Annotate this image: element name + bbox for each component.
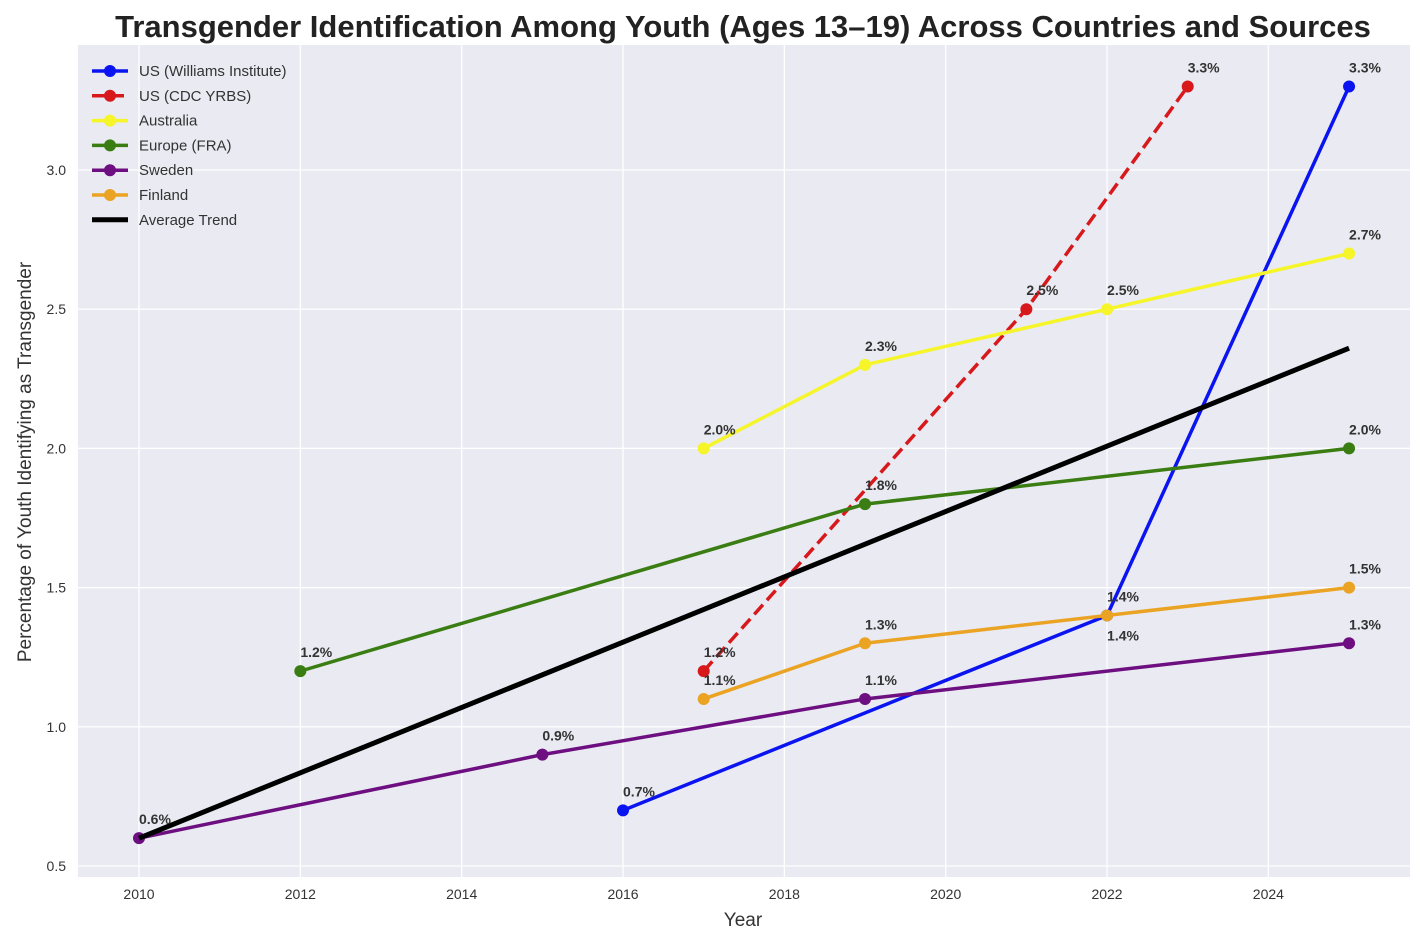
legend-label: Sweden: [139, 162, 193, 179]
data-point: [536, 748, 549, 761]
data-label: 1.8%: [865, 477, 897, 493]
data-label: 1.4%: [1107, 588, 1139, 604]
data-point: [1343, 247, 1356, 260]
legend-marker: [104, 114, 116, 127]
legend-marker: [104, 139, 116, 152]
x-tick-label: 2024: [1253, 886, 1284, 902]
data-point: [1020, 303, 1033, 316]
data-point: [859, 358, 872, 371]
y-tick-label: 0.5: [47, 858, 67, 874]
data-label: 3.3%: [1188, 59, 1220, 75]
legend-label: Average Trend: [139, 212, 237, 229]
legend-label: Europe (FRA): [139, 137, 232, 154]
x-tick-label: 2016: [607, 886, 638, 902]
legend-label: Australia: [139, 113, 198, 130]
series-layer: [133, 80, 1356, 845]
data-label: 2.7%: [1349, 227, 1381, 243]
x-tick-label: 2010: [123, 886, 154, 902]
data-label: 3.3%: [1349, 59, 1381, 75]
x-tick-label: 2022: [1091, 886, 1122, 902]
data-label: 0.9%: [542, 728, 574, 744]
grid: [78, 45, 1410, 877]
legend-marker: [104, 65, 116, 77]
data-point: [859, 498, 872, 511]
data-point: [1343, 581, 1356, 594]
data-label: 1.4%: [1107, 627, 1139, 643]
legend-label: US (CDC YRBS): [139, 88, 251, 105]
y-tick-label: 1.0: [47, 719, 67, 735]
series-line: [703, 585, 1350, 701]
x-axis-label: Year: [724, 910, 763, 931]
data-label: 1.1%: [704, 672, 736, 688]
series-line: [138, 345, 1350, 841]
data-point: [294, 665, 307, 678]
data-label: 1.5%: [1349, 561, 1381, 577]
data-label: 1.3%: [1349, 616, 1381, 632]
chart-title: Transgender Identification Among Youth (…: [115, 9, 1371, 44]
y-tick-label: 1.5: [47, 580, 67, 596]
y-axis-label: Percentage of Youth Identifying as Trans…: [15, 261, 36, 662]
y-tick-label: 3.0: [47, 162, 67, 178]
x-tick-label: 2020: [930, 886, 961, 902]
data-label: 2.5%: [1107, 282, 1139, 298]
data-label: 1.1%: [865, 672, 897, 688]
data-point: [859, 692, 872, 705]
legend: US (Williams Institute) US (CDC YRBS) Aust…: [92, 63, 287, 229]
data-label: 2.0%: [704, 421, 736, 437]
data-label: 2.0%: [1349, 421, 1381, 437]
data-point: [1343, 80, 1356, 93]
data-label: 1.3%: [865, 616, 897, 632]
data-point: [1343, 637, 1356, 650]
ticks: 2010 2012 2014 2016 2018 2020 2022 2024 0.5 1.0 1.…: [47, 162, 1285, 902]
series-line: [138, 641, 1350, 840]
data-point: [697, 665, 710, 678]
data-point: [1181, 80, 1194, 93]
data-labels: 0.7% 1.4% 3.3% 1.2% 2.5% 3.3% 2.0% 2.3% 2.5% 2.7%…: [139, 59, 1382, 827]
data-point: [617, 804, 630, 817]
data-label: 1.2%: [704, 644, 736, 660]
series-line: [702, 251, 1350, 450]
data-label: 2.5%: [1026, 282, 1058, 298]
legend-marker: [104, 164, 116, 177]
data-point: [697, 442, 710, 455]
x-tick-label: 2018: [769, 886, 800, 902]
data-point: [1343, 442, 1356, 455]
data-point: [1101, 609, 1114, 622]
data-point: [859, 637, 872, 650]
data-point: [697, 692, 710, 705]
x-tick-label: 2014: [446, 886, 477, 902]
data-label: 0.7%: [623, 783, 655, 799]
legend-marker: [104, 189, 116, 201]
legend-label: Finland: [139, 187, 188, 204]
legend-label: US (Williams Institute): [139, 63, 287, 80]
legend-marker: [104, 89, 116, 102]
data-label: 1.2%: [300, 644, 332, 660]
data-label: 0.6%: [139, 811, 171, 827]
x-tick-label: 2012: [285, 886, 316, 902]
y-tick-label: 2.0: [47, 440, 67, 456]
y-tick-label: 2.5: [47, 301, 67, 317]
data-label: 2.3%: [865, 338, 897, 354]
data-point: [1101, 303, 1114, 316]
